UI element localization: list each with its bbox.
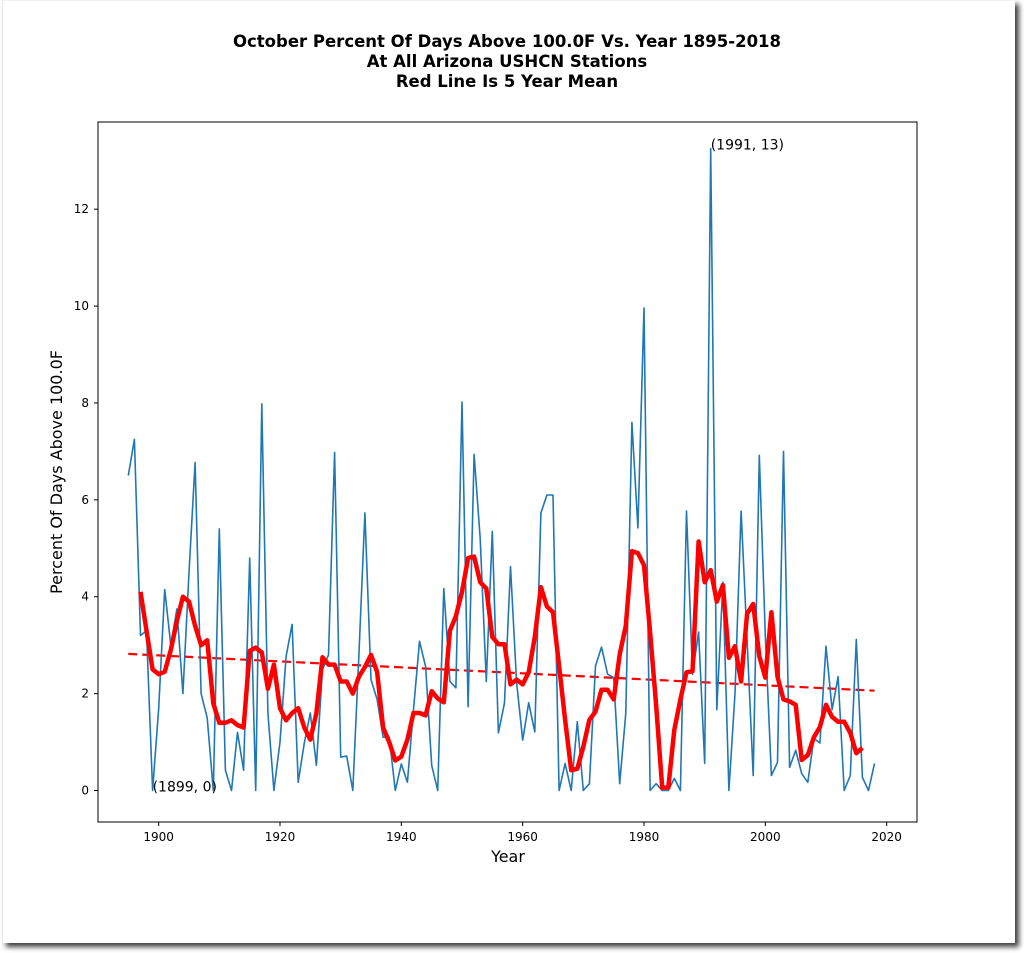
five-year-mean-line [138,539,864,790]
x-axis-label: Year [490,847,525,866]
title-line-1: October Percent Of Days Above 100.0F Vs.… [233,32,781,51]
point-annotation: (1899, 0) [153,780,217,796]
y-tick-label: 2 [81,687,89,701]
plot-area [97,121,918,823]
y-tick-label: 0 [81,784,89,798]
y-tick-label: 12 [74,202,89,216]
x-tick-label: 1900 [143,830,174,844]
point-annotation: (1991, 13) [711,138,784,154]
trend-line [128,652,875,692]
annotations: (1899, 0) (1991, 13) [153,138,784,796]
x-axis: 1900 1920 1940 1960 1980 2000 2020 [143,822,902,844]
y-tick-label: 8 [81,396,89,410]
x-tick-label: 1980 [629,830,660,844]
y-tick-label: 4 [81,590,89,604]
x-tick-label: 2000 [750,830,781,844]
title-line-3: Red Line Is 5 Year Mean [396,72,618,91]
x-tick-label: 2020 [871,830,902,844]
series-group [127,147,876,792]
x-tick-label: 1960 [507,830,538,844]
title-line-2: At All Arizona USHCN Stations [367,52,648,71]
annual-percent-line [127,147,876,792]
y-tick-label: 6 [81,493,89,507]
x-tick-label: 1920 [265,830,296,844]
y-axis: 0 2 4 6 8 10 12 [74,202,98,798]
chart-title: October Percent Of Days Above 100.0F Vs.… [233,32,781,91]
y-axis-label: Percent Of Days Above 100.0F [47,350,66,594]
x-tick-label: 1940 [386,830,417,844]
y-tick-label: 10 [74,299,89,313]
